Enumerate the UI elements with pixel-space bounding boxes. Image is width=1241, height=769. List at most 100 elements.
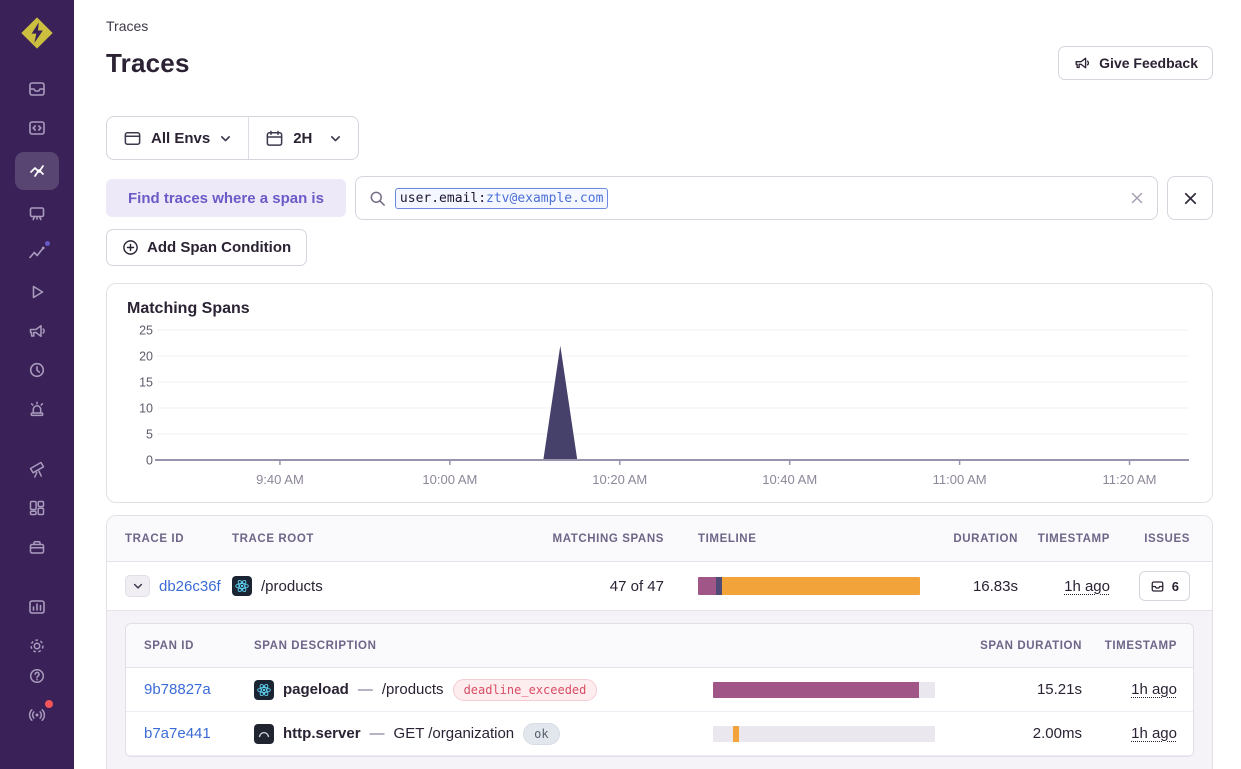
sidebar-item-traces[interactable] <box>15 152 59 190</box>
span-duration: 15.21s <box>1036 681 1082 698</box>
trace-issues-count: 6 <box>1171 578 1179 594</box>
search-icon <box>370 191 385 206</box>
explore-icon <box>29 121 45 135</box>
svg-text:10:00 AM: 10:00 AM <box>422 472 477 487</box>
span-timeline-bar <box>713 725 935 742</box>
token-key: user.email: <box>399 190 487 206</box>
svg-text:15: 15 <box>139 376 153 390</box>
span-row[interactable]: b7a7e441 http.server — GET /organization… <box>126 712 1193 756</box>
token-value: ztv@example.com <box>486 190 604 206</box>
sidebar-item-projects[interactable] <box>15 199 59 229</box>
span-description: /products <box>381 681 444 698</box>
sidebar-bottom <box>15 661 59 769</box>
insights-icon <box>29 246 45 259</box>
archive-box-icon <box>29 541 45 554</box>
trace-row[interactable]: db26c36f /products 47 of 47 16.83s 1h ag… <box>107 562 1212 610</box>
environment-filter[interactable]: All Envs <box>107 117 248 159</box>
breadcrumb[interactable]: Traces <box>106 18 149 34</box>
platform-icon <box>254 723 274 744</box>
react-icon <box>232 576 252 596</box>
sidebar-item-broadcast[interactable] <box>15 698 59 730</box>
column-header-span-description: Span Description <box>254 639 377 652</box>
plus-circle-icon <box>123 240 138 255</box>
traces-table: Trace ID Trace Root Matching Spans Timel… <box>106 515 1213 769</box>
span-op: http.server <box>283 725 361 742</box>
sidebar-item-settings[interactable] <box>15 631 59 661</box>
trace-timeline-bar <box>698 577 920 595</box>
filter-divider <box>248 117 250 159</box>
matching-spans-panel: Matching Spans 0 5 10 15 20 25 9:40 AM 10:00 AM… <box>106 283 1213 503</box>
main-area: Traces Traces Give Feedback All Envs <box>74 0 1241 769</box>
sidebar-item-explore[interactable] <box>15 113 59 143</box>
column-header-duration: Duration <box>953 532 1018 545</box>
svg-text:10:40 AM: 10:40 AM <box>762 472 817 487</box>
give-feedback-label: Give Feedback <box>1099 55 1198 71</box>
telescope-icon <box>29 461 45 478</box>
span-id-link[interactable]: b7a7e441 <box>144 725 211 742</box>
span-timestamp: 1h ago <box>1131 725 1177 742</box>
span-op: pageload <box>283 681 349 698</box>
sidebar-item-replays[interactable] <box>15 277 59 307</box>
sidebar-item-dashboards[interactable] <box>15 493 59 523</box>
stats-icon <box>29 600 45 614</box>
date-range-filter[interactable]: 2H <box>249 117 358 159</box>
svg-text:11:00 AM: 11:00 AM <box>933 472 987 487</box>
traces-icon <box>30 165 44 177</box>
column-header-span-timestamp: Timestamp <box>1104 639 1177 652</box>
sidebar-item-releases[interactable] <box>15 355 59 385</box>
clear-search-button[interactable] <box>1129 190 1145 206</box>
trace-duration: 16.83s <box>972 577 1018 595</box>
sidebar-item-alerts[interactable] <box>15 394 59 424</box>
page-content: All Envs 2H Find traces where a span is … <box>74 94 1241 769</box>
span-status-badge: ok <box>523 722 560 745</box>
remove-condition-button[interactable] <box>1167 176 1213 220</box>
add-span-condition-button[interactable]: Add Span Condition <box>106 229 308 266</box>
issues-icon <box>29 82 45 96</box>
sidebar-collapse-button[interactable] <box>15 760 59 769</box>
sidebar-item-help[interactable] <box>15 661 59 691</box>
query-builder-row: Find traces where a span is user.email:z… <box>106 176 1213 220</box>
broadcast-unread-badge <box>43 698 55 710</box>
chevron-down-icon <box>331 135 341 141</box>
issues-icon <box>1151 580 1164 592</box>
sidebar-item-insights[interactable] <box>15 238 59 268</box>
trace-root-label: /products <box>261 577 323 595</box>
column-header-timeline: Timeline <box>698 532 757 545</box>
chevron-down-icon <box>133 583 142 589</box>
dashboards-icon <box>29 500 45 516</box>
chevron-down-icon <box>221 135 231 141</box>
search-token[interactable]: user.email:ztv@example.com <box>394 187 609 209</box>
column-header-issues: Issues <box>1144 532 1190 545</box>
span-search-input[interactable]: user.email:ztv@example.com <box>354 176 1158 220</box>
trace-id-link[interactable]: db26c36f <box>159 577 221 595</box>
gear-icon <box>30 639 44 653</box>
sidebar-nav <box>0 74 74 661</box>
svg-text:20: 20 <box>139 350 153 364</box>
sidebar-item-discover[interactable] <box>15 454 59 484</box>
sentry-logo-icon[interactable] <box>16 14 58 52</box>
span-table-header: Span ID Span Description Span Duration T… <box>126 624 1193 668</box>
projects-icon <box>29 207 45 221</box>
svg-text:9:40 AM: 9:40 AM <box>256 472 304 487</box>
column-header-timestamp: Timestamp <box>1037 532 1110 545</box>
span-timestamp: 1h ago <box>1131 681 1177 698</box>
span-row[interactable]: 9b78827a pageload — /products deadline_e… <box>126 668 1193 712</box>
sidebar-item-stats[interactable] <box>15 592 59 622</box>
megaphone-icon <box>29 324 45 338</box>
broadcast-icon <box>28 709 46 721</box>
trace-issues-button[interactable]: 6 <box>1138 571 1190 601</box>
span-id-link[interactable]: 9b78827a <box>144 681 211 698</box>
sidebar-item-issues[interactable] <box>15 74 59 104</box>
matching-spans-chart[interactable]: 0 5 10 15 20 25 9:40 AM 10:00 AM 10:20 AM 10:40 A… <box>127 320 1192 496</box>
sidebar-item-feedback[interactable] <box>15 316 59 346</box>
svg-text:11:20 AM: 11:20 AM <box>1103 472 1157 487</box>
dash-separator: — <box>369 725 385 742</box>
give-feedback-button[interactable]: Give Feedback <box>1058 46 1213 80</box>
sidebar-item-archive[interactable] <box>15 532 59 562</box>
filter-bar: All Envs 2H <box>106 116 360 160</box>
add-span-condition-label: Add Span Condition <box>147 239 292 256</box>
collapse-trace-button[interactable] <box>125 575 150 597</box>
help-icon <box>29 668 45 684</box>
close-icon <box>1131 192 1143 204</box>
